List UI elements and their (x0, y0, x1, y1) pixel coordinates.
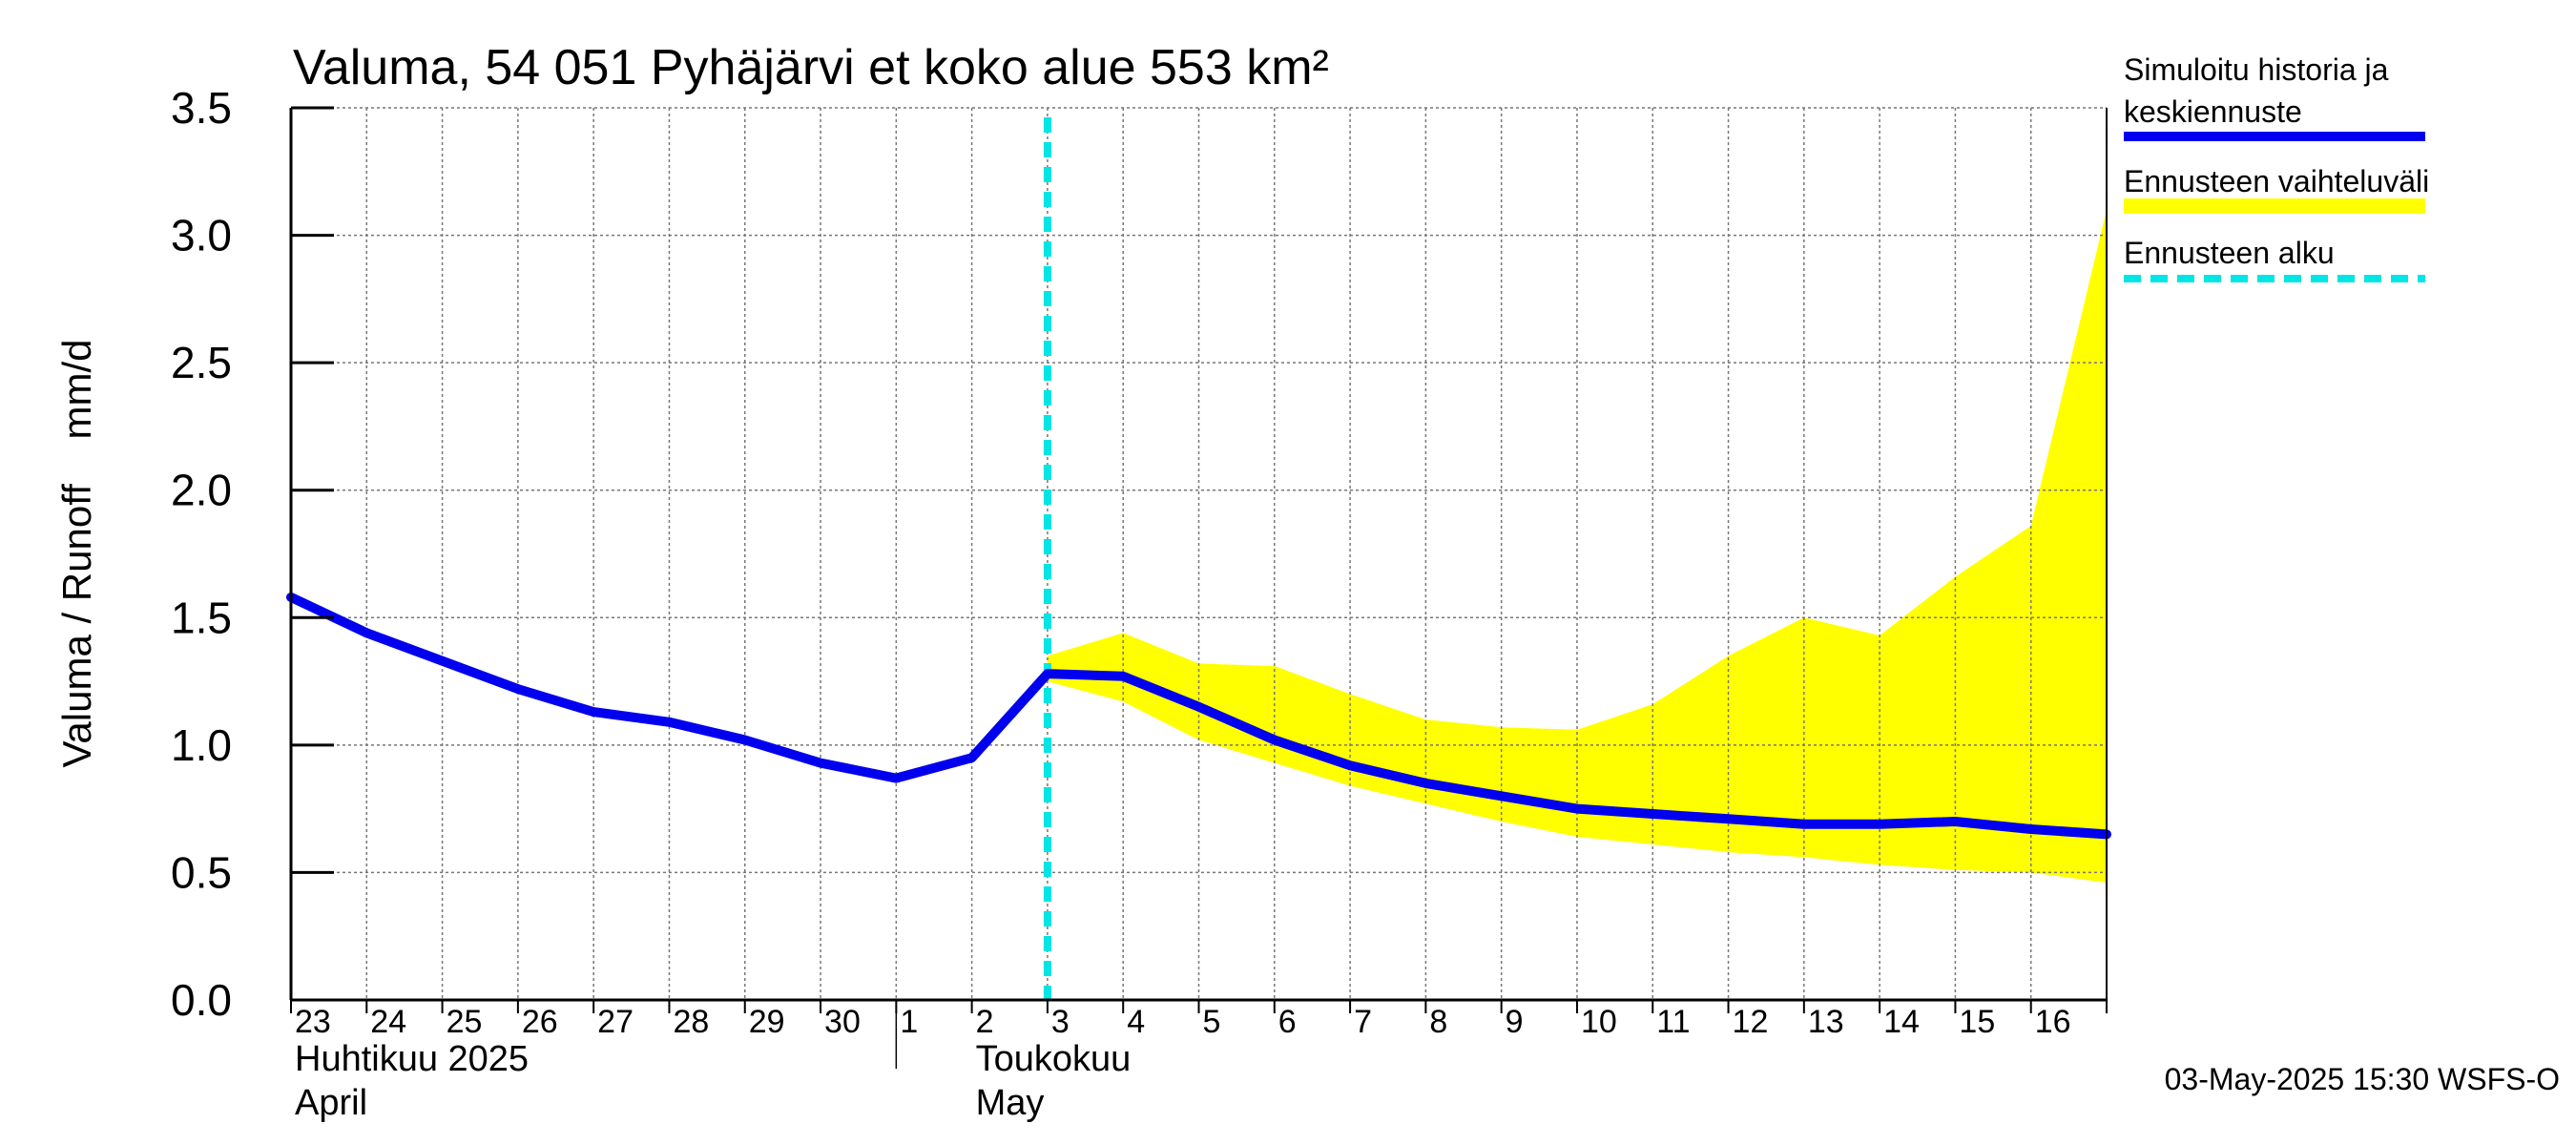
x-tick-label: 23 (295, 1004, 331, 1040)
x-tick-label: 5 (1203, 1004, 1221, 1040)
y-tick-label: 2.0 (171, 466, 232, 515)
month-label-line2: May (976, 1083, 1045, 1123)
axes (289, 106, 2108, 1069)
y-tick-label: 3.0 (171, 211, 232, 260)
x-tick-label: 30 (824, 1004, 861, 1040)
x-tick-label: 1 (900, 1004, 918, 1040)
y-tick-labels: 0.0 0.5 1.0 1.5 2.0 2.5 3.0 3.5 (171, 83, 232, 1025)
month-label-line1: Huhtikuu 2025 (295, 1039, 529, 1079)
mean-runoff-series (286, 592, 2111, 840)
x-tick-label: 2 (976, 1004, 994, 1040)
x-tick-label: 6 (1278, 1004, 1297, 1040)
legend-label-mean-line1: Simuloitu historia ja (2124, 52, 2389, 87)
month-label-line2: April (295, 1083, 367, 1123)
y-tick-label: 2.5 (171, 338, 232, 387)
legend-label-forecast-start: Ennusteen alku (2124, 236, 2335, 270)
x-tick-label: 7 (1354, 1004, 1372, 1040)
mean-runoff-line (286, 592, 2111, 840)
y-tick-label: 0.0 (171, 975, 232, 1025)
x-tick-label: 9 (1506, 1004, 1524, 1040)
y-tick-label: 3.5 (171, 83, 232, 133)
y-tick-label: 1.5 (171, 593, 232, 642)
forecast-range-area (1047, 209, 2107, 884)
legend: Simuloitu historia ja keskiennuste Ennus… (2124, 52, 2429, 282)
grid (291, 107, 2107, 1000)
x-tick-label: 16 (2035, 1004, 2071, 1040)
x-tick-label: 4 (1127, 1004, 1145, 1040)
x-tick-label: 13 (1808, 1004, 1844, 1040)
chart-title: Valuma, 54 051 Pyhäjärvi et koko alue 55… (293, 40, 1329, 95)
y-tick-label: 1.0 (171, 720, 232, 770)
x-tick-label: 27 (597, 1004, 634, 1040)
x-tick-label: 14 (1883, 1004, 1920, 1040)
legend-label-range: Ennusteen vaihteluväli (2124, 164, 2429, 198)
x-tick-label: 25 (447, 1004, 483, 1040)
x-tick-label: 29 (749, 1004, 785, 1040)
x-tick-labels: 23 24 25 26 27 28 29 30 1 2 3 4 5 6 7 8 9 10 11 12 13 14 15 16 (295, 1004, 2071, 1040)
month-label-line1: Toukokuu (976, 1039, 1132, 1079)
y-axis-label-text: Valuma / Runoff mm/d (54, 340, 99, 768)
x-tick-label: 24 (370, 1004, 406, 1040)
x-tick-label: 26 (522, 1004, 558, 1040)
x-tick-label: 11 (1656, 1004, 1690, 1040)
x-tick-label: 15 (1959, 1004, 1995, 1040)
legend-label-mean-line2: keskiennuste (2124, 94, 2302, 129)
y-axis-label: Valuma / Runoff mm/d (54, 340, 99, 768)
timestamp: 03-May-2025 15:30 WSFS-O (2165, 1062, 2560, 1096)
x-tick-label: 28 (673, 1004, 709, 1040)
x-tick-label: 3 (1051, 1004, 1070, 1040)
x-tick-label: 10 (1581, 1004, 1617, 1040)
forecast-range-band (1047, 209, 2107, 884)
x-tick-label: 12 (1733, 1004, 1769, 1040)
y-tick-label: 0.5 (171, 847, 232, 897)
x-tick-label: 8 (1429, 1004, 1447, 1040)
